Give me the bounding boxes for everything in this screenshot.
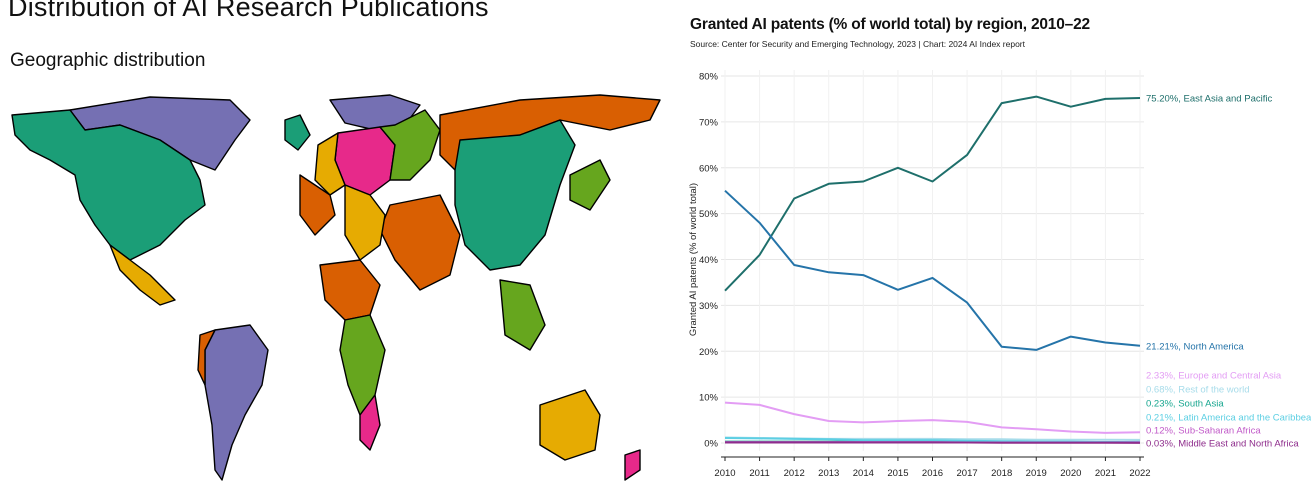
y-tick-label: 50% [699, 209, 719, 220]
x-tick-label: 2016 [922, 468, 943, 479]
y-tick-label: 20% [699, 347, 719, 358]
x-tick-label: 2022 [1129, 468, 1150, 479]
series-end-label: 0.21%, Latin America and the Caribbean [1146, 413, 1311, 424]
series-end-label: 2.33%, Europe and Central Asia [1146, 371, 1282, 382]
cartogram-map [0, 85, 680, 490]
chart-source: Source: Center for Security and Emerging… [690, 39, 1026, 49]
series-end-label: 0.23%, South Asia [1146, 399, 1224, 410]
x-tick-label: 2018 [991, 468, 1012, 479]
map-region-uk [284, 114, 311, 151]
map-region-north-america [11, 109, 206, 261]
series-end-label: 75.20%, East Asia and Pacific [1146, 94, 1272, 105]
series-line [724, 95, 1141, 292]
y-tick-label: 30% [699, 301, 719, 312]
y-tick-label: 0% [704, 439, 718, 450]
page-title: Distribution of AI Research Publications [8, 0, 489, 22]
map-region-africa-south [359, 394, 381, 451]
map-region-australia [539, 389, 601, 461]
line-chart: 0% 10% 20% 30% 40% 50% 60% 70% 80% 2010 2011 2012 20… [688, 70, 1311, 479]
y-tick-label: 40% [699, 255, 719, 266]
series-line [724, 189, 1141, 351]
map-region-new-zealand [624, 449, 641, 481]
series-line [724, 401, 1141, 434]
map-region-russia [439, 94, 661, 171]
y-tick-label: 80% [699, 72, 719, 83]
map-region-china [454, 119, 576, 271]
map-region-iberia [299, 174, 336, 236]
map-region-andes [197, 329, 216, 386]
series-end-label: 0.68%, Rest of the world [1146, 385, 1250, 396]
series-end-label: 0.12%, Sub-Saharan Africa [1146, 426, 1261, 437]
map-region-japan [569, 159, 611, 211]
x-tick-label: 2017 [957, 468, 978, 479]
chart-title: Granted AI patents (% of world total) by… [690, 16, 1090, 33]
map-region-mexico [109, 244, 176, 306]
x-tick-label: 2020 [1060, 468, 1081, 479]
map-region-africa-central [339, 314, 386, 416]
map-region-india [379, 194, 461, 291]
patents-chart-panel: Granted AI patents (% of world total) by… [685, 0, 1311, 490]
x-tick-label: 2014 [853, 468, 874, 479]
y-axis-label: Granted AI patents (% of world total) [688, 183, 699, 336]
map-region-southeast-asia [499, 279, 546, 351]
map-region-africa-north [319, 259, 381, 321]
map-region-south-america [204, 324, 269, 481]
x-tick-label: 2015 [887, 468, 908, 479]
x-tick-label: 2012 [784, 468, 805, 479]
x-tick-label: 2019 [1026, 468, 1047, 479]
series-end-label: 0.03%, Middle East and North Africa [1146, 439, 1299, 450]
x-tick-label: 2010 [714, 468, 735, 479]
x-tick-label: 2013 [818, 468, 839, 479]
map-region-europe-north [379, 109, 441, 181]
map-region-middle-east [344, 184, 386, 261]
y-tick-label: 10% [699, 393, 719, 404]
y-tick-label: 70% [699, 117, 719, 128]
x-tick-label: 2021 [1095, 468, 1116, 479]
series-end-label: 21.21%, North America [1146, 342, 1244, 353]
x-tick-label: 2011 [749, 468, 769, 479]
cartogram-svg [11, 94, 661, 481]
y-tick-label: 60% [699, 163, 719, 174]
section-title: Geographic distribution [10, 50, 206, 71]
